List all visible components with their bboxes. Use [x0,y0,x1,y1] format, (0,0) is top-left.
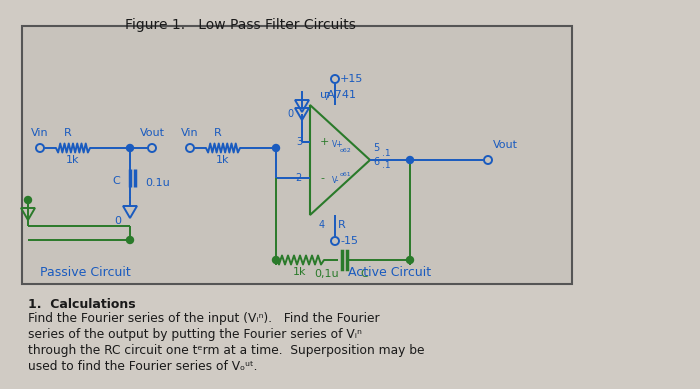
Text: -15: -15 [340,236,358,246]
Text: 0: 0 [115,216,122,226]
Bar [22,26,572,284]
Text: 1k: 1k [66,155,80,165]
Circle shape [36,144,44,152]
Text: Active Circuit: Active Circuit [349,266,432,279]
Text: 6: 6 [373,157,379,167]
Circle shape [331,237,339,245]
Circle shape [127,144,134,151]
Text: Vout: Vout [493,140,518,150]
Text: 1k: 1k [216,155,230,165]
Circle shape [407,256,414,263]
Text: 0.1u: 0.1u [145,178,169,188]
Text: C: C [360,269,368,279]
Text: Passive Circuit: Passive Circuit [40,266,130,279]
Text: 4: 4 [319,220,325,230]
Text: -: - [320,173,324,183]
Circle shape [484,156,492,164]
Text: Vout: Vout [139,128,164,138]
Text: R: R [338,220,346,230]
Text: C: C [112,176,120,186]
Text: Vin: Vin [32,128,49,138]
Circle shape [407,156,414,163]
Text: through the RC circuit one tᵉrm at a time.  Superposition may be: through the RC circuit one tᵉrm at a tim… [28,344,424,357]
Text: +15: +15 [340,74,363,84]
Text: o62: o62 [340,147,351,152]
Circle shape [186,144,194,152]
Circle shape [25,196,32,203]
Text: 7: 7 [323,92,329,102]
Text: +: + [320,137,330,147]
Text: 0,1u: 0,1u [314,269,339,279]
Text: 1.  Calculations: 1. Calculations [28,298,136,311]
Text: Figure 1.   Low Pass Filter Circuits: Figure 1. Low Pass Filter Circuits [125,18,356,32]
Text: 3: 3 [296,137,302,147]
Circle shape [127,237,134,244]
Text: used to find the Fourier series of Vₒᵘᵗ.: used to find the Fourier series of Vₒᵘᵗ. [28,360,258,373]
Text: Vin: Vin [181,128,199,138]
Text: .1: .1 [382,161,391,170]
Text: 0: 0 [288,109,294,119]
Text: 5: 5 [373,143,379,153]
Text: R: R [64,128,72,138]
Text: series of the output by putting the Fourier series of Vᵢⁿ: series of the output by putting the Four… [28,328,362,341]
Text: V-: V- [332,175,340,184]
Text: 2: 2 [295,173,302,183]
Text: 1k: 1k [293,267,307,277]
Circle shape [331,75,339,83]
Text: uA741: uA741 [320,90,356,100]
Circle shape [148,144,156,152]
Circle shape [272,144,279,151]
Text: R: R [214,128,222,138]
Circle shape [272,256,279,263]
Text: .1: .1 [382,149,391,158]
Text: V+: V+ [332,140,344,149]
Text: o61: o61 [340,172,351,177]
Text: Find the Fourier series of the input (Vᵢⁿ).   Find the Fourier: Find the Fourier series of the input (Vᵢ… [28,312,379,325]
